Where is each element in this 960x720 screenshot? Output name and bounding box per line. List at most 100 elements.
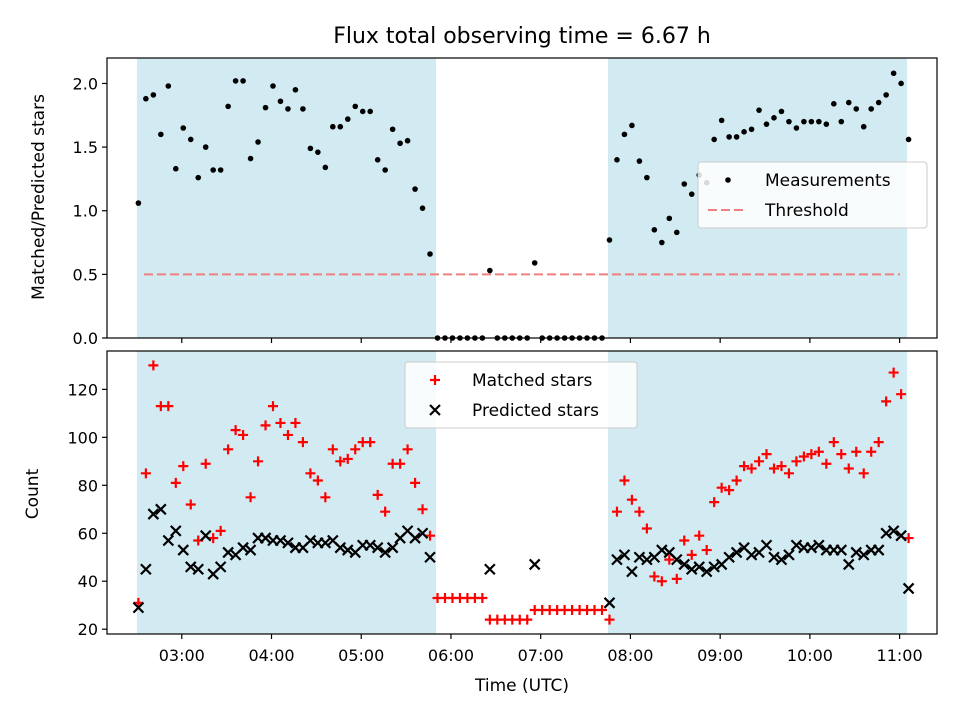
matched-point [335, 456, 346, 467]
measurement-point [875, 99, 882, 106]
measurement-point [898, 80, 904, 87]
y-tick-label: 60 [78, 524, 98, 543]
predicted-point [745, 549, 758, 561]
measurement-point [868, 106, 874, 112]
plot-frame [106, 350, 938, 635]
matched-point [896, 389, 907, 400]
matched-point [417, 504, 428, 515]
matched-point [866, 446, 877, 457]
measurement-point [367, 108, 374, 115]
measurement-point [225, 103, 231, 110]
matched-point [858, 468, 869, 479]
predicted-point [424, 551, 436, 564]
predicted-point [184, 561, 197, 573]
matched-point [754, 456, 765, 467]
measurement-point [217, 167, 224, 173]
measurement-point [210, 167, 216, 173]
predicted-point [872, 544, 885, 556]
predicted-point [678, 558, 691, 571]
predicted-point [835, 544, 848, 556]
predicted-point [671, 553, 683, 566]
matched-point [297, 437, 308, 448]
measurement-point [165, 83, 172, 89]
measurement-point [644, 174, 650, 181]
matched-point [611, 506, 622, 517]
measurement-point [359, 108, 366, 115]
matched-point [597, 605, 608, 616]
x-tick-label: 04:00 [248, 646, 294, 665]
matched-point [253, 456, 264, 467]
matched-point [821, 458, 832, 469]
predicted-point [132, 601, 145, 614]
y-axis-label-count: Count [23, 468, 43, 519]
legend-label: Predicted stars [472, 401, 599, 421]
legend-predicted-icon [429, 404, 441, 416]
x-tick-label: 11:00 [877, 646, 923, 665]
matched-point [522, 614, 533, 625]
predicted-point [850, 546, 863, 559]
matched-point [783, 468, 794, 479]
matched-point [260, 420, 271, 431]
matched-point [649, 571, 660, 582]
matched-point [679, 535, 690, 546]
matched-point [671, 573, 682, 584]
measurement-point [202, 144, 209, 150]
matched-point [290, 417, 301, 428]
y-tick-label: 40 [78, 572, 98, 591]
matched-point [604, 614, 615, 625]
predicted-point [319, 537, 332, 549]
predicted-point [626, 565, 638, 578]
predicted-point [895, 529, 907, 542]
measurement-point [778, 108, 785, 115]
measurement-point [412, 186, 418, 192]
legend-measurement-icon [725, 177, 731, 183]
predicted-point [842, 558, 855, 571]
matched-point [282, 429, 293, 440]
matched-point [350, 444, 361, 455]
measurement-point [801, 118, 807, 125]
predicted-point [857, 549, 870, 561]
predicted-point [364, 539, 376, 552]
matched-point [716, 482, 727, 493]
matched-point [320, 492, 331, 503]
measurement-point [397, 140, 403, 147]
measurement-point [330, 123, 336, 130]
y-tick-label: 20 [78, 620, 98, 639]
predicted-point [693, 561, 705, 573]
matched-point [641, 523, 652, 534]
measurement-point [838, 118, 845, 125]
measurement-point [240, 78, 246, 84]
matched-point [477, 593, 488, 604]
measurement-point [300, 106, 306, 112]
matched-point [903, 533, 914, 544]
measurement-point [352, 103, 359, 110]
predicted-point [147, 508, 160, 520]
measurement-point [733, 134, 740, 140]
measurement-point [614, 157, 620, 163]
measurement-point [748, 126, 755, 133]
predicted-point [656, 544, 668, 556]
measurement-point [808, 118, 815, 125]
measurement-point [718, 117, 725, 124]
matched-point [327, 444, 338, 455]
predicted-point [259, 532, 272, 544]
predicted-point [162, 534, 175, 547]
predicted-point [379, 546, 391, 559]
measurement-point [890, 70, 897, 77]
predicted-point [813, 539, 825, 552]
measurement-point [681, 181, 688, 187]
matched-point [425, 530, 436, 541]
matched-point [851, 446, 862, 457]
measurement-point [659, 239, 665, 246]
predicted-point [237, 541, 249, 554]
matched-point [701, 545, 712, 556]
predicted-point [484, 563, 496, 576]
measurement-point [905, 136, 912, 143]
y-tick-label: 0.5 [73, 265, 98, 284]
measurement-point [337, 123, 344, 130]
matched-point [686, 549, 697, 560]
measurement-point [793, 125, 800, 131]
measurement-point [315, 149, 321, 155]
legend-label: Threshold [764, 201, 849, 221]
